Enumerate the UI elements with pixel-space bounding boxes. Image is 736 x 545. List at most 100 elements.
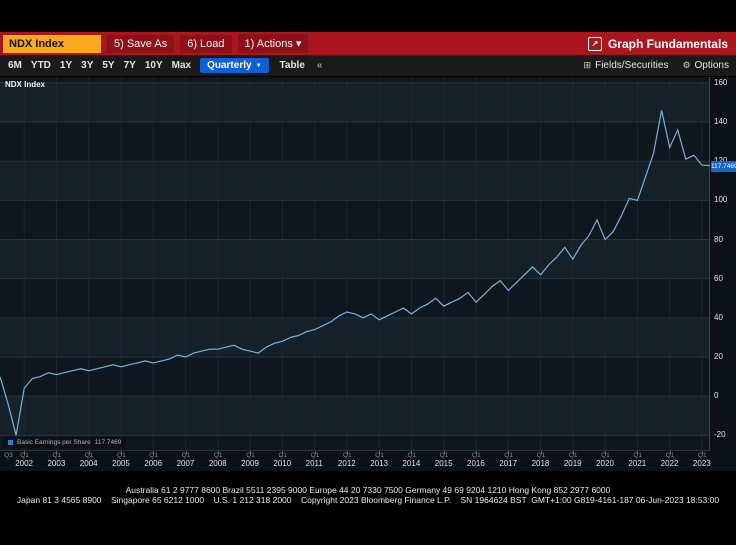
grid-band	[0, 435, 710, 451]
fields-securities-button[interactable]: ⊞ Fields/Securities	[584, 60, 669, 71]
x-axis-year-label: 2016	[467, 459, 485, 468]
x-axis-year-label: 2015	[434, 459, 453, 468]
x-axis-tick	[121, 451, 123, 454]
window-chrome-gap	[0, 0, 736, 32]
x-axis-tick	[88, 451, 90, 454]
x-axis-year-label: 2019	[563, 459, 582, 468]
x-axis-quarter-label: Q1	[342, 452, 352, 459]
x-axis-quarter-label: Q1	[633, 452, 643, 459]
save-as-button[interactable]: 5) Save As	[107, 34, 175, 53]
command-bar: NDX Index 5) Save As 6) Load 1) Actions …	[0, 32, 736, 55]
y-axis-label: 60	[714, 273, 723, 283]
range-10y-button[interactable]: 10Y	[144, 60, 163, 71]
x-axis-quarter-label: Q1	[665, 452, 675, 459]
x-axis-quarter-label: Q1	[407, 452, 417, 459]
x-axis-tick	[346, 451, 348, 454]
x-axis-tick	[701, 451, 703, 454]
x-axis-year-label: 2023	[692, 459, 711, 468]
x-axis-tick	[185, 451, 187, 454]
x-axis-year-label: 2020	[596, 459, 614, 468]
x-axis-quarter-label: Q1	[504, 452, 513, 459]
x-axis-tick	[476, 451, 478, 454]
actions-button[interactable]: 1) Actions ▾	[237, 34, 309, 53]
ticker-input[interactable]: NDX Index	[3, 34, 101, 53]
x-axis-tick	[282, 451, 284, 454]
x-axis-year-label: 2021	[628, 459, 647, 468]
x-axis-quarter-label: Q1	[278, 452, 288, 459]
options-button[interactable]: ⚙ Options	[682, 60, 729, 71]
chart-security-label: NDX Index	[5, 80, 46, 89]
gear-icon: ⚙	[682, 60, 691, 70]
x-axis-tick	[411, 451, 413, 454]
x-axis-tick	[443, 451, 445, 454]
grid-band	[0, 396, 710, 436]
grid-band	[0, 77, 710, 83]
grid-band	[0, 278, 710, 318]
x-axis-year-label: 2010	[273, 459, 292, 468]
x-axis-year-label: 2007	[176, 459, 195, 468]
y-axis-label: 140	[714, 117, 728, 127]
x-axis-quarter-label: Q1	[213, 452, 223, 459]
x-axis-tick	[314, 451, 316, 454]
load-button[interactable]: 6) Load	[180, 34, 232, 53]
x-axis-quarter-label: Q1	[568, 452, 578, 459]
toolbar-right-group: ⊞ Fields/Securities ⚙ Options	[584, 60, 732, 71]
chart-area: NDX Index 117.7469 Basic Earnings per Sh…	[0, 77, 736, 471]
y-axis-label: 40	[714, 312, 723, 322]
eps-series-line	[0, 110, 710, 436]
x-axis-year-label: 2017	[499, 459, 518, 468]
x-axis-tick	[379, 451, 381, 454]
screen-title: Graph Fundamentals	[607, 36, 728, 51]
x-axis-year-label: 2011	[305, 459, 323, 468]
x-axis-quarter-label: Q3	[4, 452, 13, 459]
chart-toolbar: 6M YTD 1Y 3Y 5Y 7Y 10Y Max Quarterly ▼ T…	[0, 55, 736, 77]
x-axis-quarter-label: Q1	[310, 452, 320, 459]
legend-series-swatch	[8, 440, 13, 445]
x-axis-tick	[250, 451, 252, 454]
range-3y-button[interactable]: 3Y	[81, 60, 94, 71]
range-ytd-button[interactable]: YTD	[30, 60, 51, 71]
x-axis-year-label: 2013	[370, 459, 388, 468]
x-axis-tick	[153, 451, 155, 454]
x-axis-quarter-label: Q1	[472, 452, 481, 459]
x-axis-tick	[508, 451, 510, 454]
x-axis-tick	[217, 451, 219, 454]
x-axis-quarter-label: Q1	[697, 452, 707, 459]
x-axis-tick	[637, 451, 639, 454]
y-axis-label: 80	[714, 234, 723, 244]
grid-band	[0, 239, 710, 279]
chart-plot[interactable]	[0, 77, 710, 451]
table-button[interactable]: Table	[279, 60, 305, 71]
legend-series-label: Basic Earnings per Share	[17, 439, 91, 446]
grid-band	[0, 317, 710, 358]
range-6m-button[interactable]: 6M	[8, 60, 22, 71]
x-axis-tick	[540, 451, 542, 454]
x-axis-year-label: 2006	[144, 459, 163, 468]
range-7y-button[interactable]: 7Y	[123, 60, 136, 71]
x-axis-tick	[605, 451, 607, 454]
range-1y-button[interactable]: 1Y	[59, 60, 73, 71]
frequency-select[interactable]: Quarterly ▼	[200, 58, 269, 73]
x-axis-quarter-label: Q1	[181, 452, 191, 459]
x-axis-year-label: 2008	[208, 459, 227, 468]
range-5y-button[interactable]: 5Y	[102, 60, 115, 71]
launch-window-icon[interactable]: ↗	[587, 36, 602, 51]
x-axis-year-label: 2002	[15, 459, 33, 468]
collapse-toolbar-button[interactable]: «	[316, 60, 323, 71]
x-axis-year-label: 2004	[79, 459, 98, 468]
caret-down-icon: ▼	[255, 62, 262, 69]
x-axis-tick	[572, 451, 574, 454]
x-axis-quarter-label: Q1	[601, 452, 610, 459]
screen-title-group: ↗ Graph Fundamentals	[587, 36, 733, 51]
chart-legend[interactable]: Basic Earnings per Share 117.7469	[3, 437, 127, 448]
x-axis-quarter-label: Q1	[84, 452, 94, 459]
grid-band	[0, 357, 710, 397]
x-axis-tick	[669, 451, 671, 454]
x-axis-year-label: 2012	[337, 459, 356, 468]
range-max-button[interactable]: Max	[171, 60, 192, 71]
x-axis-quarter-label: Q1	[439, 452, 449, 459]
y-axis-label: 160	[714, 77, 728, 87]
x-axis-year-label: 2022	[660, 459, 679, 468]
fields-securities-label: Fields/Securities	[595, 60, 669, 71]
